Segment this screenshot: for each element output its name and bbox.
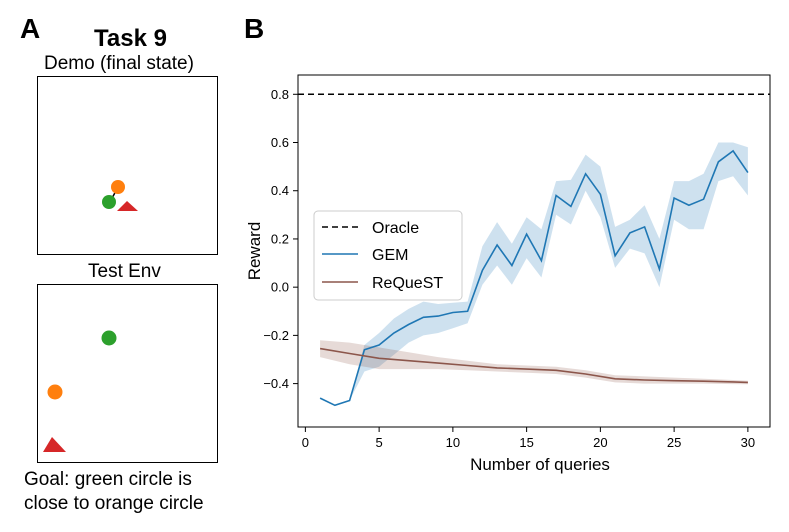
task-title: Task 9	[94, 25, 167, 52]
request-point	[614, 378, 616, 380]
request-point	[378, 357, 380, 359]
x-tick-label: 25	[667, 435, 681, 450]
request-line	[319, 347, 748, 384]
x-axis-label: Number of queries	[470, 455, 610, 474]
gem-point	[717, 161, 719, 163]
x-tick-label: 5	[376, 435, 383, 450]
gem-point	[643, 226, 645, 228]
y-tick-label: 0.2	[271, 231, 289, 246]
gem-point	[658, 268, 660, 270]
panel-b-letter: B	[244, 13, 265, 44]
legend-oracle-label: Oracle	[372, 220, 419, 237]
gem-point	[319, 397, 321, 399]
gem-point	[702, 198, 704, 200]
demo-green-circle	[102, 195, 116, 209]
gem-point	[378, 344, 380, 346]
demo-orange-circle	[111, 180, 125, 194]
gem-point	[422, 316, 424, 318]
gem-point	[732, 150, 734, 152]
x-tick-label: 15	[519, 435, 533, 450]
gem-point	[334, 404, 336, 406]
gem-point	[511, 264, 513, 266]
gem-point	[747, 171, 749, 173]
gem-line	[319, 149, 749, 407]
request-point	[437, 362, 439, 364]
gem-point	[363, 349, 365, 351]
request-point	[496, 367, 498, 369]
request-point	[525, 368, 527, 370]
request-point	[584, 373, 586, 375]
y-tick-label: 0.8	[271, 87, 289, 102]
legend: Oracle GEM ReQueST	[313, 210, 463, 301]
gem-point	[599, 193, 601, 195]
gem-point	[673, 197, 675, 199]
gem-point	[555, 194, 557, 196]
panel-a-letter: A	[20, 13, 41, 44]
request-point	[319, 347, 321, 349]
test-green-circle	[101, 330, 117, 346]
request-point	[555, 369, 557, 371]
x-tick-label: 30	[741, 435, 755, 450]
request-point	[348, 352, 350, 354]
y-axis-label: Reward	[245, 222, 264, 281]
y-tick-label: 0.6	[271, 135, 289, 150]
legend-gem-label: GEM	[372, 247, 408, 264]
x-tick-label: 10	[446, 435, 460, 450]
gem-point	[452, 311, 454, 313]
gem-point	[614, 255, 616, 257]
request-point	[407, 359, 409, 361]
gem-point	[570, 205, 572, 207]
gem-point	[348, 399, 350, 401]
gem-point	[688, 204, 690, 206]
x-tick-label: 20	[593, 435, 607, 450]
test-env-title: Test Env	[88, 261, 161, 282]
test-scene	[43, 330, 117, 452]
goal-text: Goal: green circle is close to orange ci…	[24, 468, 204, 516]
plot-area-frame	[297, 74, 771, 428]
test-orange-circle	[47, 384, 63, 400]
request-point	[747, 381, 749, 383]
demo-red-triangle	[117, 201, 138, 211]
y-tick-label: 0.0	[271, 280, 289, 295]
gem-point	[466, 310, 468, 312]
request-point	[732, 381, 734, 383]
gem-point	[540, 259, 542, 261]
x-tick-label: 0	[302, 435, 309, 450]
goal-line-2: close to orange circle	[24, 493, 204, 514]
y-tick-label: −0.2	[263, 328, 289, 343]
gem-point	[481, 269, 483, 271]
test-env-box	[37, 284, 218, 463]
gem-point	[407, 323, 409, 325]
demo-scene	[102, 180, 138, 211]
request-point	[643, 379, 645, 381]
goal-line-1: Goal: green circle is	[24, 469, 192, 490]
gem-point	[629, 232, 631, 234]
gem-point	[393, 332, 395, 334]
test-red-triangle	[43, 437, 66, 452]
legend-box	[313, 210, 463, 301]
request-confidence-band	[320, 340, 748, 385]
demo-title: Demo (final state)	[44, 53, 194, 74]
request-point	[673, 380, 675, 382]
demo-final-state-box	[37, 76, 218, 255]
y-tick-label: −0.4	[263, 376, 289, 391]
request-point	[702, 380, 704, 382]
gem-point	[525, 233, 527, 235]
request-point	[466, 364, 468, 366]
gem-point	[584, 173, 586, 175]
legend-request-label: ReQueST	[372, 275, 443, 292]
gem-point	[496, 244, 498, 246]
gem-point	[437, 315, 439, 317]
y-tick-label: 0.4	[271, 183, 289, 198]
